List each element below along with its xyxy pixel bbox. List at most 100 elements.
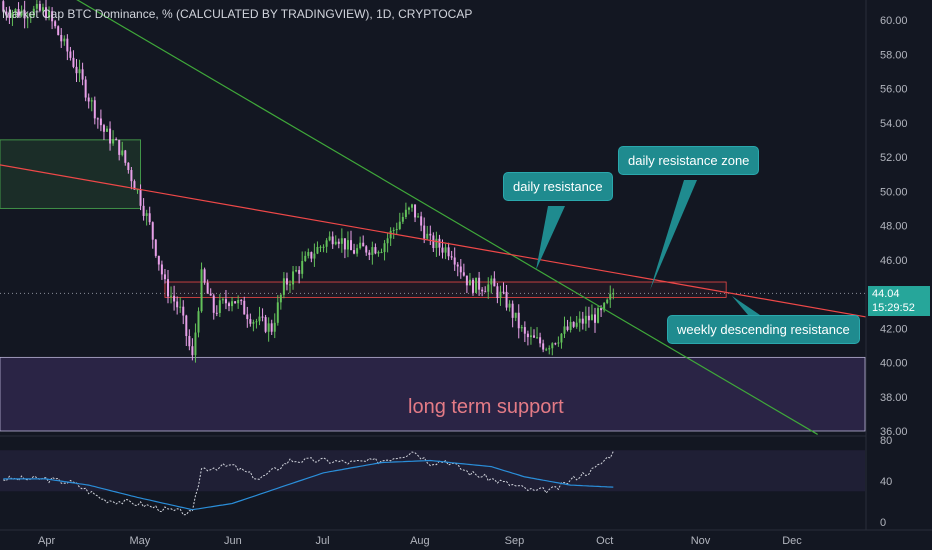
bar-countdown: 15:29:52	[872, 302, 915, 314]
candle-body	[432, 235, 435, 249]
candle-body	[380, 252, 383, 254]
price-tick-label: 48.00	[880, 221, 908, 233]
candle-body	[48, 11, 51, 18]
candle-body	[276, 302, 279, 323]
candle-body	[456, 264, 459, 267]
candle-body	[145, 213, 148, 216]
candle-body	[139, 189, 142, 206]
candle-body	[231, 301, 234, 307]
candle-body	[465, 275, 468, 286]
candle-body	[5, 11, 8, 16]
candle-body	[383, 243, 386, 253]
candle-body	[63, 38, 66, 42]
price-tick-label: 42.00	[880, 323, 908, 335]
candle-body	[337, 241, 340, 244]
candle-body	[612, 293, 615, 295]
candle-body	[542, 343, 545, 350]
candle-body	[215, 312, 218, 314]
candle-body	[258, 316, 261, 322]
candle-body	[584, 315, 587, 324]
candle-body	[301, 260, 304, 274]
candle-body	[41, 7, 44, 11]
candle-body	[529, 335, 532, 338]
price-tick-label: 54.00	[880, 118, 908, 130]
time-tick-label: Aug	[410, 535, 430, 547]
candle-body	[130, 170, 133, 182]
candle-body	[151, 222, 154, 240]
candle-body	[255, 321, 258, 323]
candle-body	[603, 302, 606, 311]
candle-body	[511, 303, 514, 318]
candle-body	[438, 238, 441, 248]
candle-body	[447, 247, 450, 257]
candle-body	[203, 269, 206, 283]
candle-body	[389, 230, 392, 239]
candle-body	[325, 240, 328, 247]
callout-tails-layer	[536, 180, 760, 315]
candle-body	[26, 17, 29, 19]
candle-body	[136, 189, 139, 191]
candle-body	[249, 319, 252, 324]
candle-body	[502, 291, 505, 293]
candle-body	[170, 295, 173, 297]
candle-body	[96, 118, 99, 120]
candle-body	[554, 343, 557, 345]
candle-body	[84, 79, 87, 98]
candle-body	[468, 279, 471, 286]
price-tick-label: 50.00	[880, 186, 908, 198]
candle-body	[423, 225, 426, 239]
candle-body	[252, 322, 255, 324]
candle-body	[392, 229, 395, 231]
candle-body	[493, 278, 496, 287]
callout-daily-resistance-zone[interactable]: daily resistance zone	[618, 146, 760, 175]
candle-body	[118, 139, 121, 155]
candle-body	[545, 349, 548, 351]
time-tick-label: Jul	[316, 535, 330, 547]
rsi-tick-label: 0	[880, 517, 886, 529]
candle-body	[197, 311, 200, 333]
candle-body	[264, 317, 267, 332]
candle-body	[182, 306, 185, 316]
callout-tail-daily-resistance-zone	[650, 180, 697, 290]
candle-body	[316, 246, 319, 254]
candle-body	[426, 233, 429, 239]
candle-body	[240, 300, 243, 302]
candle-body	[597, 308, 600, 323]
rsi-band	[0, 450, 865, 492]
candle-body	[368, 252, 371, 255]
candle-body	[279, 294, 282, 303]
price-tick-label: 60.00	[880, 15, 908, 27]
candle-body	[221, 299, 224, 301]
candle-body	[398, 221, 401, 230]
candle-body	[127, 162, 130, 171]
candle-body	[200, 269, 203, 312]
candle-body	[569, 321, 572, 330]
candle-body	[374, 247, 377, 254]
candle-body	[121, 150, 124, 155]
candle-body	[606, 299, 609, 303]
callout-daily-resistance[interactable]: daily resistance	[503, 172, 613, 201]
zone-0	[0, 139, 141, 209]
candle-body	[453, 257, 456, 265]
candle-body	[414, 204, 417, 218]
callout-weekly-descending-resistance[interactable]: weekly descending resistance	[667, 315, 860, 344]
candle-body	[179, 306, 182, 308]
candle-body	[539, 337, 542, 344]
candle-body	[8, 15, 11, 18]
candle-body	[115, 139, 118, 141]
candle-body	[481, 289, 484, 292]
candle-body	[285, 278, 288, 285]
candle-body	[289, 284, 291, 286]
candle-body	[2, 1, 5, 12]
candle-body	[295, 270, 298, 272]
zone-1	[164, 281, 727, 298]
candle-body	[563, 326, 566, 334]
candle-body	[102, 125, 105, 132]
candle-body	[557, 342, 560, 344]
candle-body	[57, 26, 60, 36]
candle-body	[212, 295, 215, 313]
candle-body	[517, 312, 520, 329]
candle-body	[356, 248, 359, 254]
candle-body	[90, 100, 93, 102]
